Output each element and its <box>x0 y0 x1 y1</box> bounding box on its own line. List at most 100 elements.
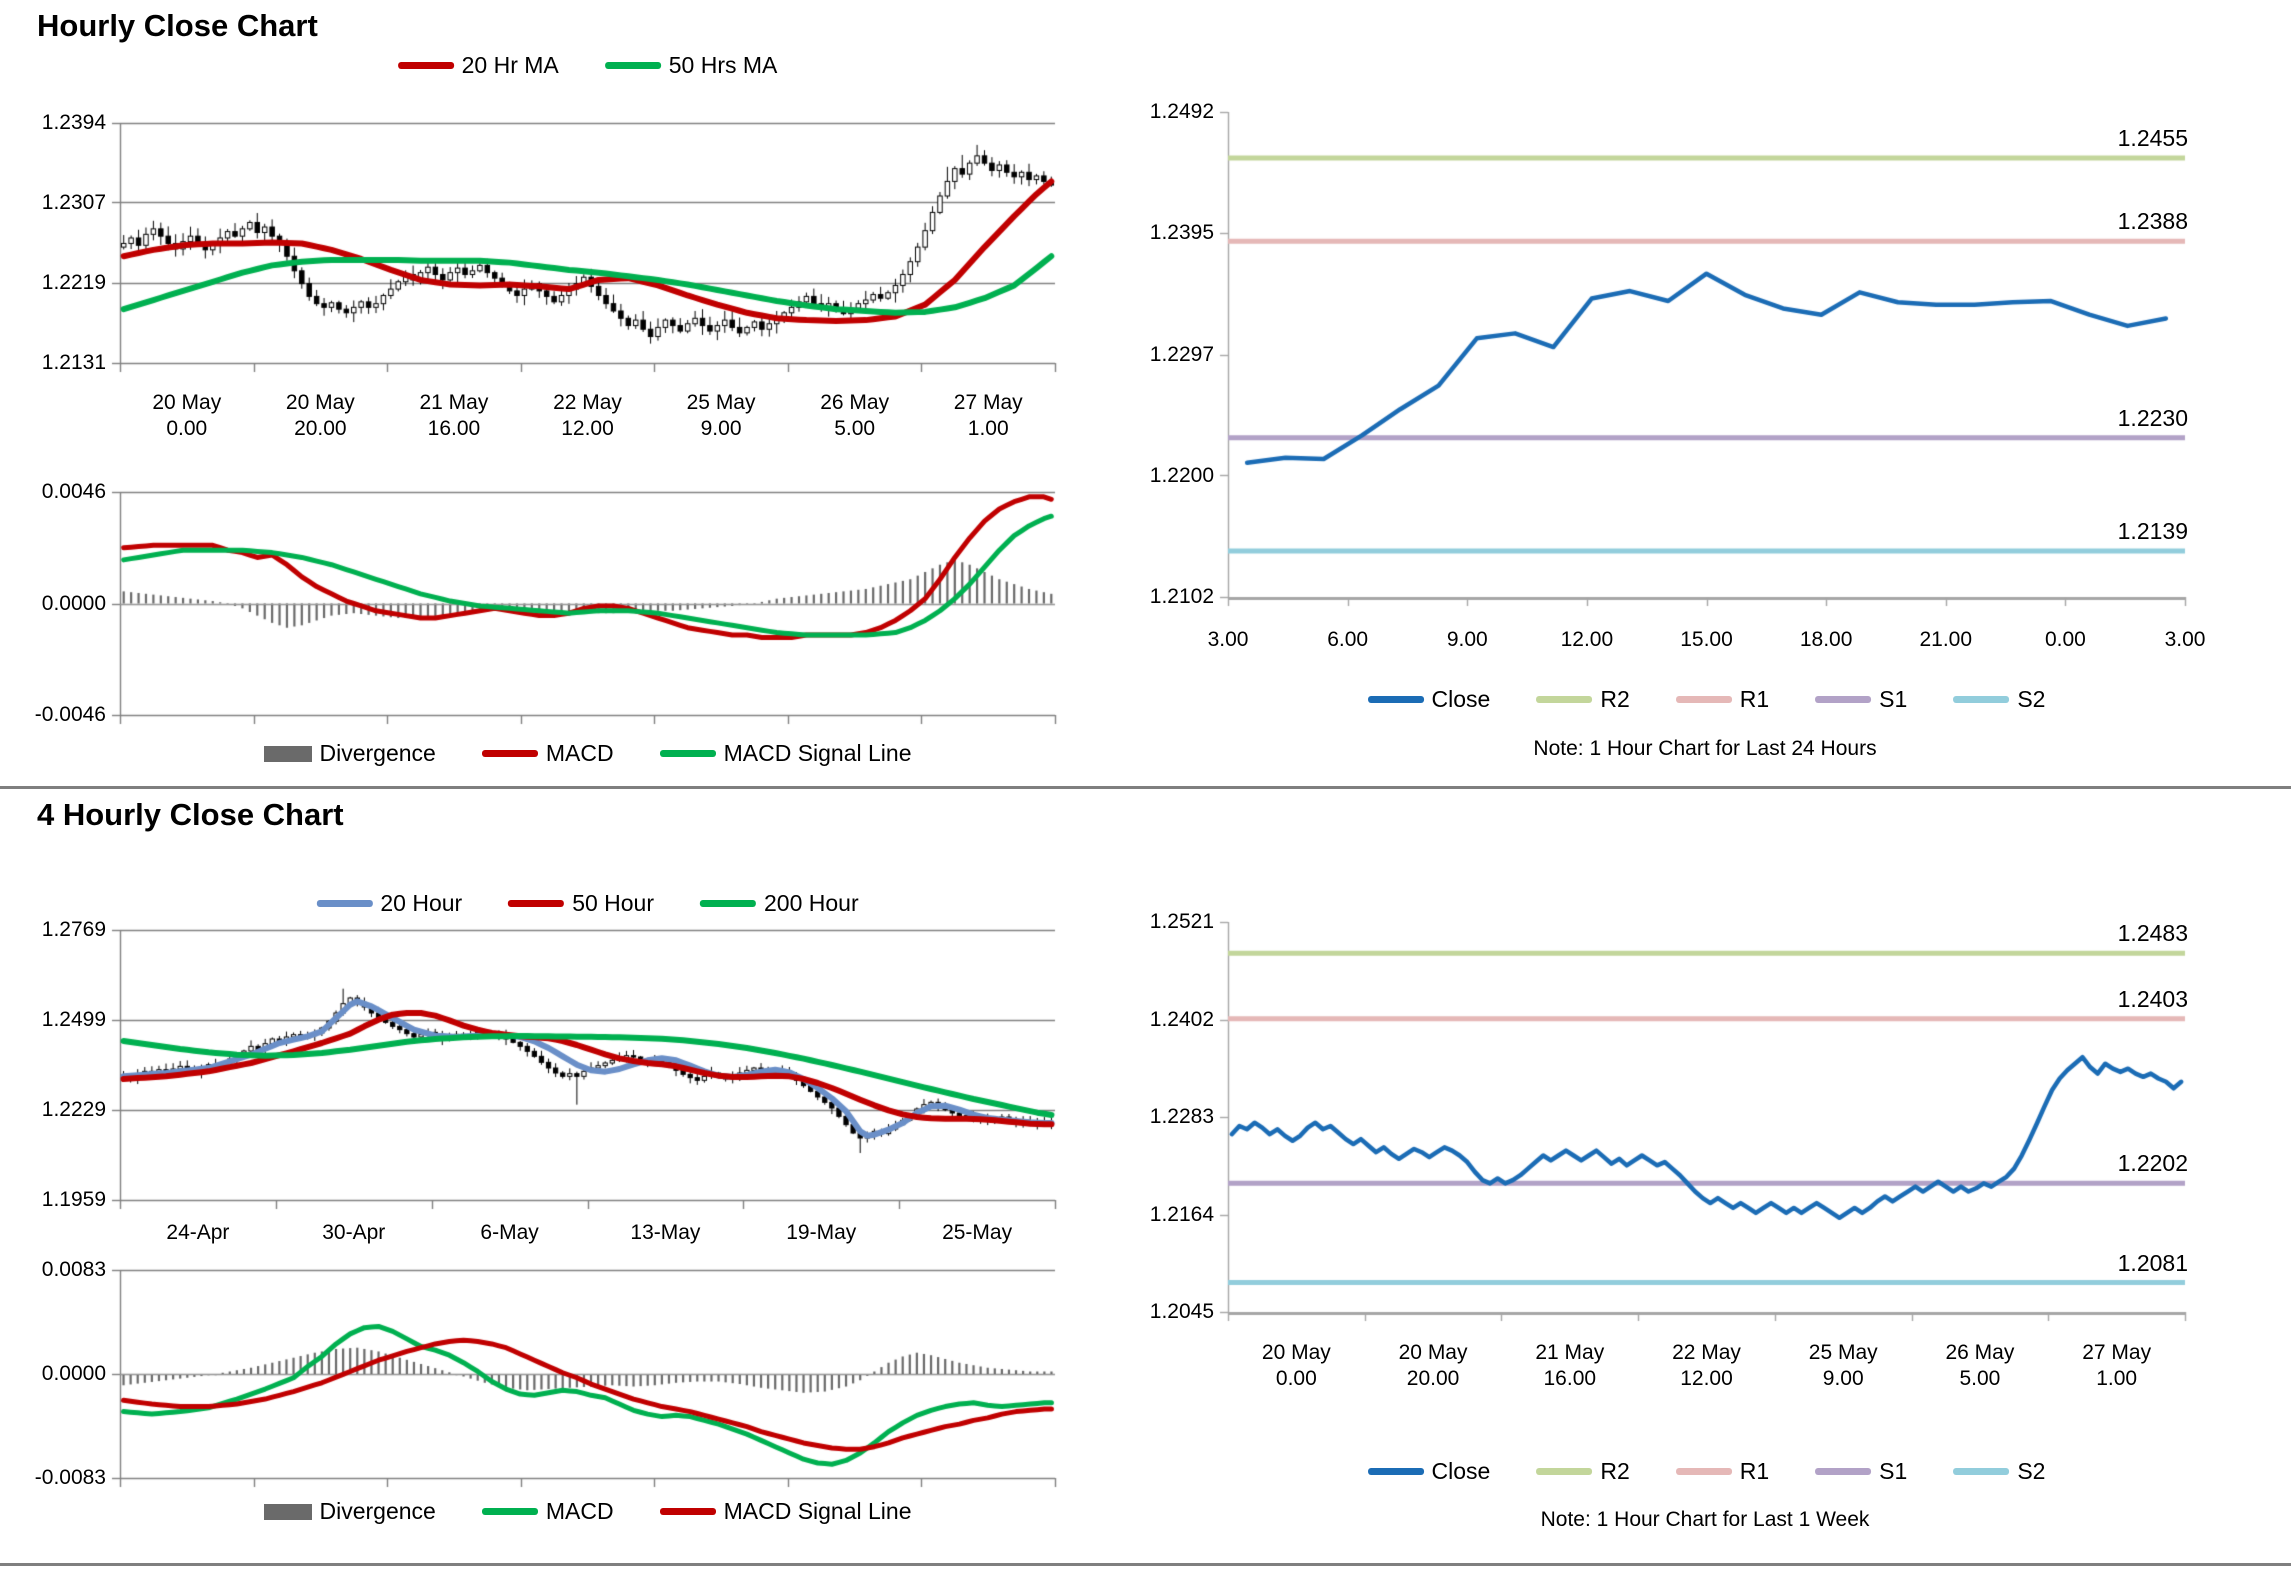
fourh-candle-canvas <box>106 922 1063 1214</box>
x-tick-label: 3.00 <box>1207 628 1249 651</box>
x-tick-label: 22 May 12.00 <box>553 391 622 441</box>
y-tick-label: 1.2229 <box>41 1098 106 1121</box>
x-tick-label: 25 May 9.00 <box>686 391 756 441</box>
x-tick-label: 21.00 <box>1919 628 1973 651</box>
x-tick-label: 22 May 12.00 <box>1672 1341 1741 1391</box>
y-tick-label: 1.2200 <box>1149 463 1214 487</box>
legend-item: R1 <box>1675 686 1769 713</box>
legend-item: S1 <box>1815 686 1907 713</box>
chart-legend: 20 Hour 50 Hour 200 Hour <box>316 890 859 917</box>
x-tick-label: 27 May 1.00 <box>953 391 1023 441</box>
hourly-section-title: Hourly Close Chart <box>37 8 318 43</box>
legend-item: 20 Hr MA <box>397 52 559 79</box>
x-tick-label: 26 May 5.00 <box>1945 1341 2015 1391</box>
legend-item: 200 Hour <box>700 890 859 917</box>
week-chart-note: Note: 1 Hour Chart for Last 1 Week <box>1540 1508 1870 1531</box>
section-divider <box>0 786 2291 789</box>
legend-item-label: 200 Hour <box>764 890 859 916</box>
level-label-r1: 1.2388 <box>2117 208 2188 235</box>
y-tick-label: 0.0046 <box>41 480 106 503</box>
legend-item: S2 <box>1953 1458 2045 1485</box>
legend-item: R2 <box>1536 1458 1630 1485</box>
y-tick-label: -0.0083 <box>34 1466 106 1489</box>
x-tick-label: 21 May 16.00 <box>1535 1341 1605 1391</box>
x-tick-label: 20 May 0.00 <box>1261 1341 1331 1391</box>
legend-item: S1 <box>1815 1458 1907 1485</box>
level-label-r1: 1.2403 <box>2117 985 2188 1012</box>
legend-item-label: 50 Hour <box>572 890 655 916</box>
x-tick-label: 15.00 <box>1680 628 1733 651</box>
y-tick-label: 1.2045 <box>1149 1300 1214 1323</box>
y-tick-label: 1.2283 <box>1149 1105 1214 1128</box>
chart-legend: Close R2 R1 S1 S2 <box>1367 1458 2045 1485</box>
x-tick-label: 20 May 20.00 <box>1398 1341 1468 1391</box>
y-tick-label: 1.2492 <box>1149 100 1214 123</box>
legend-item: 50 Hrs MA <box>604 52 777 79</box>
legend-item-label: MACD Signal Line <box>723 740 912 766</box>
legend-item: 50 Hour <box>508 890 654 917</box>
bottom-divider <box>0 1563 2291 1566</box>
y-tick-label: 0.0000 <box>41 1362 106 1385</box>
legend-line-swatch <box>1815 696 1872 703</box>
legend-bar-swatch <box>263 745 312 762</box>
four-hourly-section-title: 4 Hourly Close Chart <box>37 797 344 832</box>
y-tick-label: -0.0046 <box>34 703 106 726</box>
legend-item-label: 20 Hour <box>380 890 463 916</box>
x-tick-label: 9.00 <box>1446 628 1488 651</box>
x-tick-label: 6.00 <box>1327 628 1369 651</box>
y-tick-label: 1.2102 <box>1149 585 1214 608</box>
level-label-s2: 1.2139 <box>2117 517 2188 544</box>
x-tick-label: 24-Apr <box>166 1221 230 1244</box>
chart-legend: Divergence MACD MACD Signal Line <box>263 1498 912 1525</box>
legend-item-label: S1 <box>1879 1458 1908 1484</box>
x-tick-label: 30-Apr <box>322 1221 386 1244</box>
y-tick-label: 1.2307 <box>41 191 106 214</box>
x-tick-label: 3.00 <box>2164 628 2206 651</box>
level-label-s1: 1.2230 <box>2117 404 2188 431</box>
legend-item: MACD Signal Line <box>659 1498 912 1525</box>
legend-line-swatch <box>316 900 373 907</box>
legend-item-label: MACD Signal Line <box>723 1498 912 1524</box>
y-tick-label: 1.2164 <box>1149 1202 1214 1226</box>
y-tick-label: 0.0083 <box>41 1258 106 1281</box>
hourly-macd-canvas <box>106 484 1063 729</box>
fourh-macd-canvas <box>106 1262 1063 1492</box>
legend-bar-swatch <box>263 1503 312 1520</box>
legend-item: MACD Signal Line <box>659 740 912 767</box>
chart-legend: Divergence MACD MACD Signal Line <box>263 740 912 767</box>
level-label-s2: 1.2081 <box>2117 1249 2188 1276</box>
legend-item-label: S1 <box>1879 686 1908 712</box>
legend-line-swatch <box>1367 696 1424 703</box>
y-tick-label: 0.0000 <box>41 591 106 615</box>
legend-line-swatch <box>397 62 454 69</box>
x-tick-label: 21 May 16.00 <box>419 391 489 441</box>
legend-item: Close <box>1367 1458 1491 1485</box>
legend-item-label: Divergence <box>319 740 436 766</box>
legend-item-label: S2 <box>2017 686 2046 712</box>
hourly-candle-canvas <box>106 115 1063 377</box>
y-tick-label: 1.2131 <box>41 351 106 374</box>
legend-item: R2 <box>1536 686 1630 713</box>
x-tick-label: 20 May 20.00 <box>285 391 355 441</box>
legend-line-swatch <box>659 1508 716 1515</box>
legend-line-swatch <box>481 750 538 757</box>
week-sr-canvas <box>1214 914 2193 1326</box>
legend-line-swatch <box>604 62 661 69</box>
legend-item-label: Close <box>1431 1458 1491 1484</box>
legend-line-swatch <box>1536 1468 1593 1475</box>
legend-line-swatch <box>481 1508 538 1515</box>
y-tick-label: 1.2395 <box>1149 221 1214 245</box>
chart-legend: Close R2 R1 S1 S2 <box>1367 686 2045 713</box>
legend-item: MACD <box>481 1498 614 1525</box>
x-tick-label: 18.00 <box>1799 628 1853 651</box>
y-tick-label: 1.2769 <box>41 918 106 941</box>
level-label-r2: 1.2483 <box>2117 920 2188 947</box>
legend-item: S2 <box>1953 686 2045 713</box>
chart-legend: 20 Hr MA 50 Hrs MA <box>397 52 777 79</box>
legend-item: Close <box>1367 686 1490 713</box>
legend-item-label: R2 <box>1600 686 1630 712</box>
x-tick-label: 27 May 1.00 <box>2082 1341 2152 1391</box>
legend-line-swatch <box>508 900 565 907</box>
legend-item-label: MACD <box>545 740 614 766</box>
